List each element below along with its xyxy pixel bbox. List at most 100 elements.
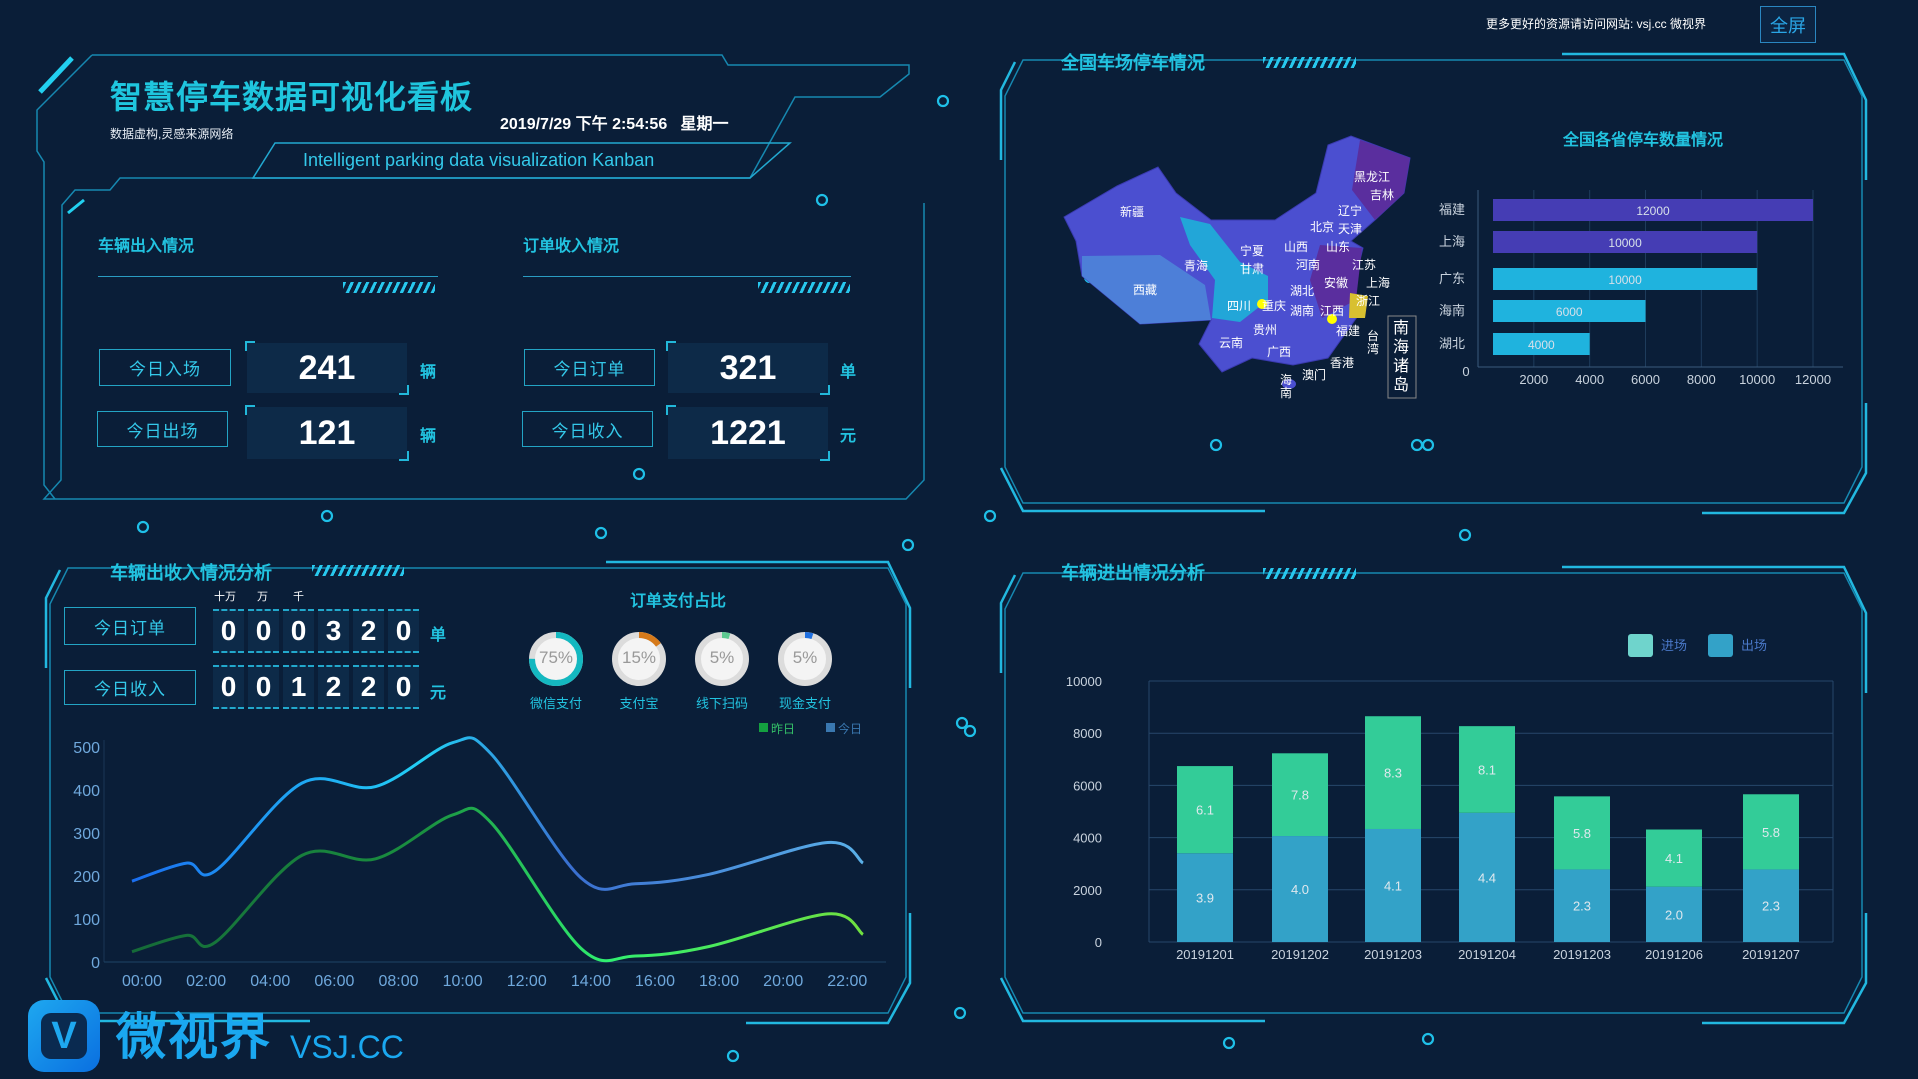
counter-digit: 0	[248, 609, 279, 653]
stacked-bar-segment	[1459, 726, 1515, 813]
bar-value-label: 5.8	[1762, 825, 1780, 840]
logo-name: 微视界	[116, 1009, 272, 1065]
x-tick-label: 16:00	[635, 973, 675, 990]
unit: 元	[840, 428, 857, 445]
map-label: 上海	[1366, 276, 1391, 290]
y-tick-label: 2000	[1073, 883, 1102, 898]
map-marker	[1327, 314, 1337, 324]
counter-digit: 3	[318, 609, 349, 653]
stacked-bar-segment	[1554, 869, 1610, 942]
donut-label: 现金支付	[778, 696, 831, 711]
page-title: 智慧停车数据可视化看板	[110, 79, 474, 115]
counter-digit: 2	[318, 665, 349, 709]
province-bar	[1493, 231, 1758, 253]
stacked-bar-segment	[1743, 794, 1799, 870]
x-tick-label: 12000	[1795, 372, 1831, 387]
map-region-east	[1310, 245, 1362, 318]
decor-circle	[1421, 438, 1435, 452]
y-tick-label: 400	[73, 783, 100, 800]
map-label: 江西	[1320, 304, 1345, 318]
bar-value-label: 10000	[1608, 273, 1642, 287]
x-category-label: 20191202	[1271, 947, 1329, 962]
map-label: 湖南	[1290, 304, 1315, 318]
stacked-bar-segment	[1272, 836, 1328, 942]
today-entry-label: 今日入场	[99, 349, 231, 386]
x-category-label: 20191203	[1553, 947, 1611, 962]
payment-donut	[695, 632, 749, 686]
fullscreen-button[interactable]: 全屏	[1760, 6, 1816, 43]
decor-circle	[136, 520, 150, 534]
logo-domain: VSJ.CC	[290, 1029, 404, 1065]
stripe-decoration	[312, 565, 404, 576]
donut-arc	[529, 632, 583, 686]
decor-circle	[594, 526, 608, 540]
stacked-bar-segment	[1177, 766, 1233, 854]
stripe-decoration	[1263, 57, 1356, 68]
province-bar	[1493, 268, 1758, 290]
map-label: 北京	[1310, 220, 1335, 234]
map-label: 河南	[1296, 258, 1321, 272]
map-label: 宁夏	[1240, 244, 1265, 258]
unit: 单	[430, 627, 447, 644]
province-bar	[1493, 199, 1813, 221]
frame-corner	[44, 569, 62, 668]
stacked-bar-segment	[1554, 796, 1610, 870]
stripe-decoration	[758, 282, 850, 293]
x-tick-label: 02:00	[186, 973, 226, 990]
unit: 辆	[420, 364, 437, 381]
vehicle-analysis-title: 车辆进出情况分析	[1061, 563, 1205, 583]
counter-orders-label: 今日订单	[64, 607, 196, 645]
bar-value-label: 10000	[1608, 236, 1642, 250]
bar-value-label: 8.1	[1478, 762, 1496, 777]
y-category-label: 广东	[1439, 271, 1465, 286]
bar-value-label: 4.0	[1291, 882, 1309, 897]
bar-value-label: 2.3	[1573, 899, 1591, 914]
income-analysis-title: 车辆出收入情况分析	[110, 563, 272, 583]
resource-note: 更多更好的资源请访问网站: vsj.cc 微视界	[1486, 17, 1707, 31]
x-category-label: 20191207	[1742, 947, 1800, 962]
map-label: 青海	[1184, 259, 1209, 273]
place-label: 千	[293, 591, 304, 603]
bar-value-label: 2.3	[1762, 899, 1780, 914]
map-region-xizang	[1082, 255, 1211, 324]
payment-donut	[612, 632, 666, 686]
counter-digit: 0	[388, 609, 419, 653]
bar-value-label: 8.3	[1384, 766, 1402, 781]
english-title-frame	[251, 142, 792, 179]
x-tick-label: 18:00	[699, 973, 739, 990]
map-label: 山西	[1284, 240, 1309, 254]
y-category-label: 湖北	[1439, 336, 1465, 351]
counter-digit: 0	[213, 665, 244, 709]
frame-corner	[1702, 913, 1868, 1025]
stacked-bar-segment	[1743, 869, 1799, 942]
panel-frame	[42, 54, 925, 500]
map-region-hainan	[1282, 379, 1296, 389]
stacked-bar-segment	[1646, 829, 1702, 887]
map-label: 黑龙江	[1354, 170, 1391, 184]
today-exit-label: 今日出场	[97, 411, 228, 447]
x-tick-label: 4000	[1575, 372, 1604, 387]
legend-swatch	[1708, 634, 1733, 657]
map-label: 新疆	[1120, 205, 1145, 219]
bar-value-label: 2.0	[1665, 907, 1683, 922]
place-label: 万	[257, 591, 268, 603]
donut-percent: 75%	[538, 648, 574, 667]
panel-frame	[1004, 59, 1863, 504]
stacked-bar-segment	[1459, 812, 1515, 942]
legend-label: 进场	[1661, 638, 1687, 653]
stacked-bar-segment	[1177, 853, 1233, 942]
y-tick-label: 8000	[1073, 726, 1102, 741]
series-line-yesterday	[131, 806, 864, 963]
stacked-bar-segment	[1365, 716, 1421, 829]
payment-donut	[529, 632, 583, 686]
map-region-northeast	[1352, 140, 1410, 220]
x-tick-label: 00:00	[122, 973, 162, 990]
frame-corner	[746, 913, 912, 1025]
x-tick-label: 04:00	[250, 973, 290, 990]
bar-value-label: 3.9	[1196, 891, 1214, 906]
decor-circle	[320, 509, 334, 523]
counter-digit: 0	[213, 609, 244, 653]
stacked-bar-segment	[1365, 828, 1421, 942]
